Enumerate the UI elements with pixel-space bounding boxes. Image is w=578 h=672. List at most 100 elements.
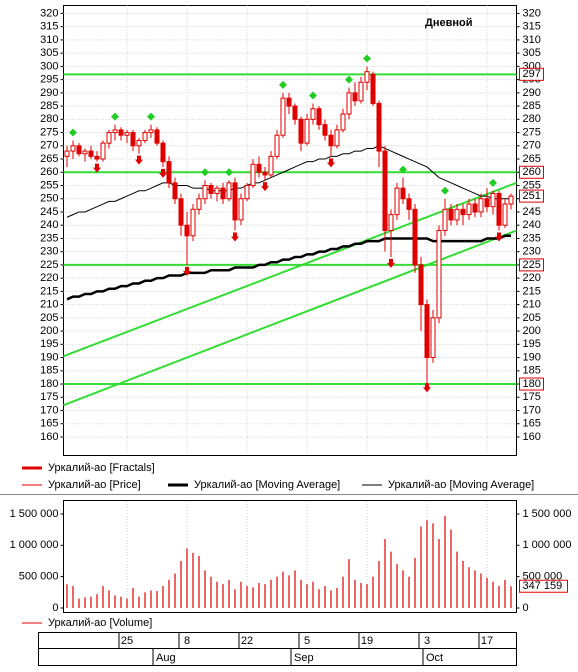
- fractal-up: [441, 186, 449, 195]
- x-tick-label: 5: [304, 635, 310, 647]
- y-tick-label: 215: [40, 285, 58, 297]
- candle-body: [454, 208, 460, 221]
- y-tick-label: 295: [40, 74, 58, 86]
- candle-body: [316, 108, 322, 126]
- candle-body: [136, 140, 142, 147]
- x-tick-label: 3: [424, 635, 430, 647]
- candle-body: [424, 304, 430, 359]
- level-box: [519, 258, 544, 272]
- y-tick-label: 230: [40, 246, 58, 258]
- candle-body: [154, 129, 160, 144]
- candle-body: [328, 134, 334, 147]
- candle-body: [190, 208, 196, 237]
- y-tick-label: 500 000: [19, 571, 59, 583]
- candle-body: [466, 203, 472, 216]
- candle-body: [310, 108, 316, 120]
- candle-body: [268, 155, 274, 176]
- y-tick-label: 1 000 000: [523, 539, 572, 551]
- candle-body: [418, 264, 424, 306]
- candle-body: [502, 203, 508, 226]
- legend-label: Уркалий-ао [Price]: [48, 479, 141, 491]
- y-tick-label: 315: [40, 21, 58, 33]
- candle-body: [250, 163, 256, 187]
- y-tick-label: 0: [523, 602, 529, 614]
- candle-body: [208, 185, 214, 194]
- y-tick-label: 255: [40, 179, 58, 191]
- y-tick-label: 285: [523, 100, 541, 112]
- candle-body: [286, 97, 292, 107]
- y-tick-label: 310: [40, 34, 58, 46]
- level-label: 180: [523, 378, 541, 390]
- month-label: Sep: [294, 652, 314, 664]
- y-tick-label: 245: [523, 206, 541, 218]
- y-tick-label: 210: [40, 299, 58, 311]
- y-tick-label: 315: [523, 21, 541, 33]
- candle-body: [220, 187, 226, 200]
- y-tick-label: 170: [40, 404, 58, 416]
- candle-body: [64, 150, 70, 157]
- y-tick-label: 320: [523, 7, 541, 19]
- y-tick-label: 215: [523, 285, 541, 297]
- y-tick-label: 195: [523, 338, 541, 350]
- x-tick-label: 25: [121, 635, 133, 647]
- candle-body: [178, 198, 184, 226]
- candle-body: [202, 185, 208, 200]
- candle-body: [142, 132, 148, 141]
- y-tick-label: 310: [523, 34, 541, 46]
- fractal-up: [69, 128, 77, 137]
- candle-body: [388, 214, 394, 231]
- candle-body: [382, 150, 388, 232]
- y-tick-label: 175: [40, 391, 58, 403]
- y-tick-label: 195: [40, 338, 58, 350]
- candle-body: [226, 182, 232, 200]
- candle-body: [166, 161, 172, 184]
- y-tick-label: 1 000 000: [10, 539, 59, 551]
- candle-body: [406, 198, 412, 210]
- level-box: [519, 377, 544, 391]
- y-tick-label: 200: [523, 325, 541, 337]
- fractal-up: [201, 168, 209, 177]
- y-tick-label: 1 500 000: [523, 508, 572, 520]
- y-tick-label: 165: [40, 418, 58, 430]
- level-box: [519, 165, 544, 179]
- candle-body: [124, 132, 130, 136]
- fractal-down: [93, 163, 101, 173]
- candle-body: [172, 182, 178, 200]
- candle-body: [106, 132, 112, 144]
- y-tick-label: 280: [523, 113, 541, 125]
- y-tick-label: 235: [40, 232, 58, 244]
- candle-body: [196, 198, 202, 210]
- candle-body: [412, 208, 418, 266]
- fractal-down: [231, 232, 239, 242]
- y-tick-label: 1 500 000: [10, 508, 59, 520]
- y-tick-label: 500 000: [523, 571, 563, 583]
- candle-body: [364, 71, 370, 83]
- candle-body: [346, 92, 352, 115]
- y-tick-label: 205: [523, 312, 541, 324]
- month-label: Oct: [426, 652, 443, 664]
- legend-label: Уркалий-ао [Volume]: [48, 617, 152, 629]
- fractal-up: [309, 91, 317, 100]
- y-tick-label: 175: [523, 391, 541, 403]
- candle-body: [100, 142, 106, 160]
- y-tick-label: 220: [523, 272, 541, 284]
- candle-body: [370, 73, 376, 104]
- y-tick-label: 285: [40, 100, 58, 112]
- legend-label: Уркалий-ао [Moving Average]: [194, 479, 340, 491]
- fractal-up: [399, 165, 407, 174]
- y-tick-label: 160: [40, 431, 58, 443]
- x-tick-label: 8: [184, 635, 190, 647]
- y-tick-label: 230: [523, 246, 541, 258]
- chart-title: Дневной: [425, 17, 473, 29]
- candle-body: [148, 129, 154, 134]
- fractal-down: [423, 383, 431, 393]
- y-tick-label: 290: [523, 87, 541, 99]
- y-tick-label: 220: [40, 272, 58, 284]
- last-price-box: [519, 189, 544, 203]
- y-tick-label: 275: [523, 126, 541, 138]
- volume-panel: [63, 500, 517, 613]
- candle-body: [70, 145, 76, 152]
- y-tick-label: 240: [523, 219, 541, 231]
- fractal-down: [159, 168, 167, 178]
